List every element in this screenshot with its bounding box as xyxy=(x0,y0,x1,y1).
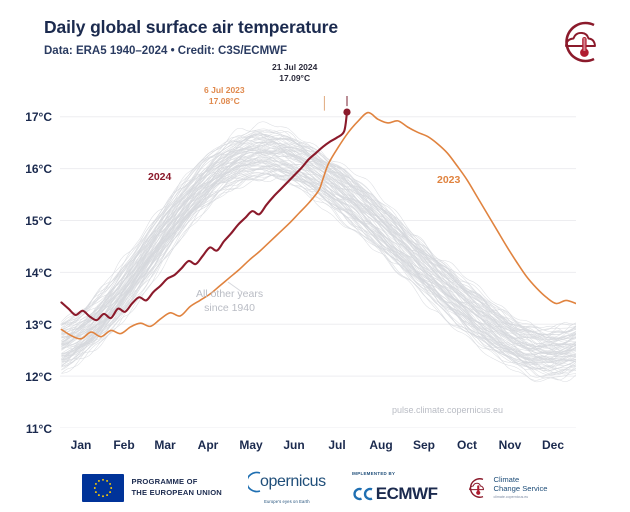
leader-line-other-years xyxy=(227,281,243,293)
series-line-2023 xyxy=(60,111,576,340)
annotation-peak-2024: 21 Jul 2024 17.09°C xyxy=(272,62,317,83)
eu-logo: PROGRAMME OF THE EUROPEAN UNION xyxy=(82,473,222,502)
leader-line-2023 xyxy=(323,96,325,111)
chart-subtitle: Data: ERA5 1940–2024 • Credit: C3S/ECMWF xyxy=(44,45,288,58)
copernicus-logo: opernicus Europe's eyes on Earth xyxy=(247,471,326,504)
watermark-url: pulse.climate.copernicus.eu xyxy=(392,405,504,415)
eu-text-line2: THE EUROPEAN UNION xyxy=(131,487,222,497)
series-label-other-years: All other years since 1940 xyxy=(196,288,263,315)
ecmwf-logo: IMPLEMENTED BY ECMWF xyxy=(352,471,438,504)
x-tick-label-apr: Apr xyxy=(197,438,219,452)
x-tick-label-may: May xyxy=(239,438,263,452)
eu-logo-text: PROGRAMME OF THE EUROPEAN UNION xyxy=(131,477,222,498)
x-tick-label-sep: Sep xyxy=(412,438,436,452)
peak-marker-2024 xyxy=(343,108,351,116)
c3s-url: climate.copernicus.eu xyxy=(493,494,529,499)
y-tick-label: 12°C xyxy=(25,369,52,384)
y-tick-label: 13°C xyxy=(25,317,52,332)
footer-logos: PROGRAMME OF THE EUROPEAN UNION opernicu… xyxy=(0,471,630,504)
eu-flag-icon xyxy=(82,473,125,502)
x-tick-label-jan: Jan xyxy=(70,438,92,452)
annotation-2024-date: 21 Jul 2024 xyxy=(272,62,318,72)
eu-text-line1: PROGRAMME OF xyxy=(131,477,198,487)
series-line-2024 xyxy=(60,111,349,322)
x-tick-label-nov: Nov xyxy=(498,438,522,452)
series-label-2024: 2024 xyxy=(148,171,172,183)
other-years-line1: All other years xyxy=(196,288,264,300)
annotation-2023-date: 6 Jul 2023 xyxy=(204,85,245,95)
ecmwf-symbol-icon xyxy=(353,487,373,501)
c3s-logo: Climate Change Service climate.copernicu… xyxy=(463,475,548,500)
c3s-cloud-thermometer-icon xyxy=(550,18,608,66)
annotation-2024-value: 17.09°C xyxy=(279,72,311,83)
y-tick-label: 15°C xyxy=(25,214,52,229)
x-tick-label-jul: Jul xyxy=(328,438,346,452)
x-tick-label-dec: Dec xyxy=(541,438,565,452)
copernicus-wordmark: opernicus xyxy=(259,473,326,490)
y-tick-label: 14°C xyxy=(25,266,52,280)
c3s-cloud-thermometer-icon xyxy=(469,477,485,498)
other-years-ensemble xyxy=(61,121,576,383)
x-tick-label-aug: Aug xyxy=(369,438,393,452)
x-tick-label-mar: Mar xyxy=(154,438,176,452)
x-tick-label-jun: Jun xyxy=(283,438,305,452)
annotation-peak-2023: 6 Jul 2023 17.08°C xyxy=(204,85,245,106)
y-tick-label: 11°C xyxy=(25,421,52,436)
x-tick-label-feb: Feb xyxy=(113,438,135,452)
ecmwf-wordmark: ECMWF xyxy=(375,484,438,503)
temperature-line-chart xyxy=(60,96,576,428)
ecmwf-tagline: IMPLEMENTED BY xyxy=(351,471,396,476)
y-tick-label: 16°C xyxy=(25,162,52,177)
c3s-text-line1: Climate xyxy=(493,475,520,485)
copernicus-tagline: Europe's eyes on Earth xyxy=(264,499,310,504)
c3s-text-line2: Change Service xyxy=(493,483,548,493)
chart-plot-area: 17°C 16°C 15°C 14°C 13°C 12°C 11°C Jan F… xyxy=(25,96,576,452)
page-title: Daily global surface air temperature xyxy=(44,17,339,37)
x-tick-label-oct: Oct xyxy=(456,438,478,452)
annotation-2023-value: 17.08°C xyxy=(208,95,240,106)
other-years-line2: since 1940 xyxy=(204,301,255,314)
chart-header: Daily global surface air temperature Dat… xyxy=(44,17,339,58)
copernicus-c-icon xyxy=(247,471,261,493)
series-label-2023: 2023 xyxy=(437,174,461,186)
y-tick-label: 17°C xyxy=(25,110,52,125)
